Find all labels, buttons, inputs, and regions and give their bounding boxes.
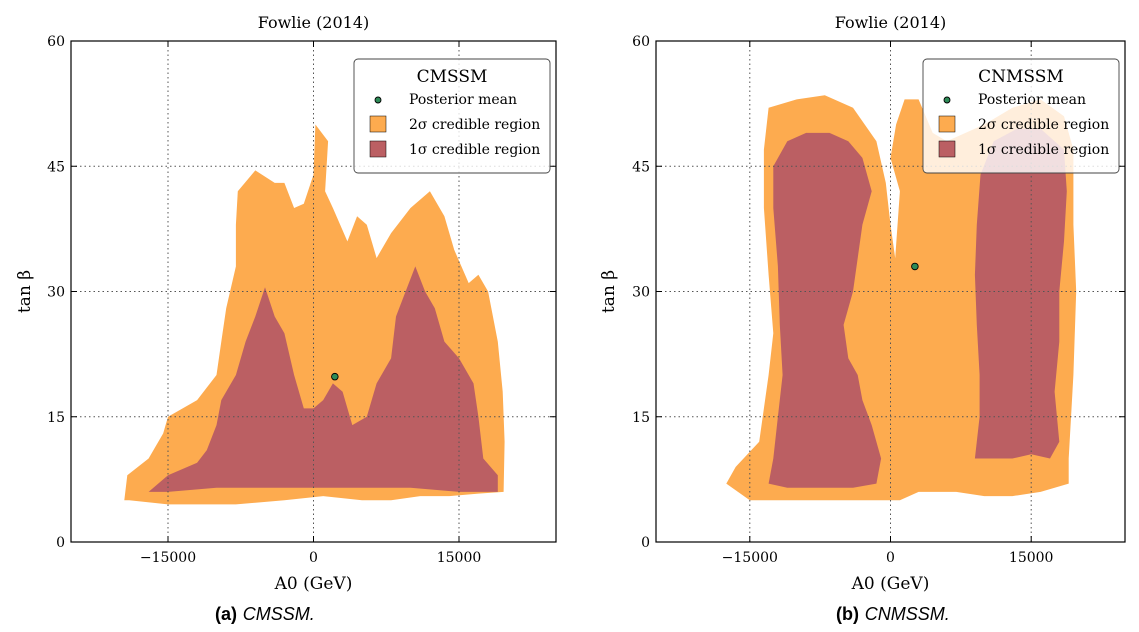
- caption-a-text: CMSSM.: [242, 604, 315, 624]
- cnmssm-region-1sigma: [768, 132, 882, 488]
- cmssm-xtick-label-0: −15000: [140, 550, 196, 566]
- cmssm-legend-label-0: Posterior mean: [409, 92, 517, 108]
- cnmssm-ytick-label-0: 0: [641, 535, 650, 551]
- chart-cnmssm: Fowlie (2014) −15000 0 15000 0 15 30 45 60 A0 (Ge…: [599, 13, 1126, 594]
- cmssm-legend-key-0: [374, 96, 382, 104]
- cnmssm-title: Fowlie (2014): [835, 13, 947, 32]
- cnmssm-legend-title: CNMSSM: [978, 67, 1064, 87]
- cmssm-region-1sigma: [148, 266, 498, 492]
- cnmssm-posterior-mean-point: [911, 262, 919, 271]
- cmssm-posterior-mean-point: [331, 372, 339, 381]
- cnmssm-xaxis-label: A0 (GeV): [851, 574, 930, 594]
- cnmssm-region-1sigma-2: [974, 128, 1067, 459]
- cmssm-ytick-label-1: 15: [47, 410, 65, 426]
- cnmssm-legend-label-2: 1σ credible region: [978, 142, 1109, 158]
- cnmssm-legend-key-1: [938, 115, 956, 133]
- cmssm-legend-title: CMSSM: [417, 67, 488, 87]
- cmssm-legend-label-1: 2σ credible region: [409, 117, 540, 133]
- chart-cmssm: Fowlie (2014) −15000 0 15000 0 15 30 45 60 A0 (Ge…: [15, 13, 557, 594]
- cnmssm-xtick-label-2: 15000: [1009, 550, 1054, 566]
- cnmssm-ytick-label-1: 15: [632, 410, 650, 426]
- caption-b: (b) CNMSSM.: [836, 604, 950, 625]
- panel-cnmssm: Fowlie (2014) −15000 0 15000 0 15 30 45 60 A0 (Ge…: [586, 0, 1139, 632]
- cnmssm-yaxis-label: tan β: [599, 270, 619, 313]
- cnmssm-legend-label-0: Posterior mean: [978, 92, 1086, 108]
- cmssm-legend-key-2: [369, 140, 387, 158]
- cnmssm-legend-key-0: [943, 96, 951, 104]
- caption-b-text: CNMSSM.: [864, 604, 950, 624]
- cmssm-legend-label-2: 1σ credible region: [409, 142, 540, 158]
- cmssm-title: Fowlie (2014): [258, 13, 370, 32]
- cmssm-ytick-label-4: 60: [47, 34, 65, 50]
- cmssm-yaxis-label: tan β: [15, 270, 35, 313]
- cnmssm-ytick-label-3: 45: [632, 159, 650, 175]
- cmssm-xtick-label-1: 0: [309, 550, 318, 566]
- cmssm-ytick-label-2: 30: [47, 285, 65, 301]
- caption-a: (a) CMSSM.: [215, 604, 315, 625]
- cmssm-legend-key-1: [369, 115, 387, 133]
- cmssm-xtick-label-2: 15000: [437, 550, 482, 566]
- caption-a-label: (a): [215, 604, 237, 624]
- cmssm-xaxis-label: A0 (GeV): [274, 574, 353, 594]
- panel-cmssm: Fowlie (2014) −15000 0 15000 0 15 30 45 60 A0 (Ge…: [0, 0, 569, 632]
- cnmssm-xtick-label-1: 0: [886, 550, 895, 566]
- cnmssm-ytick-label-2: 30: [632, 285, 650, 301]
- cnmssm-ytick-label-4: 60: [632, 34, 650, 50]
- cmssm-ytick-label-3: 45: [47, 159, 65, 175]
- cnmssm-xtick-label-0: −15000: [722, 550, 778, 566]
- cnmssm-legend-label-1: 2σ credible region: [978, 117, 1109, 133]
- caption-b-label: (b): [836, 604, 859, 624]
- cnmssm-legend-box: [922, 58, 1120, 174]
- cmssm-legend-box: [353, 58, 551, 174]
- cnmssm-legend-key-2: [938, 140, 956, 158]
- cmssm-ytick-label-0: 0: [56, 535, 65, 551]
